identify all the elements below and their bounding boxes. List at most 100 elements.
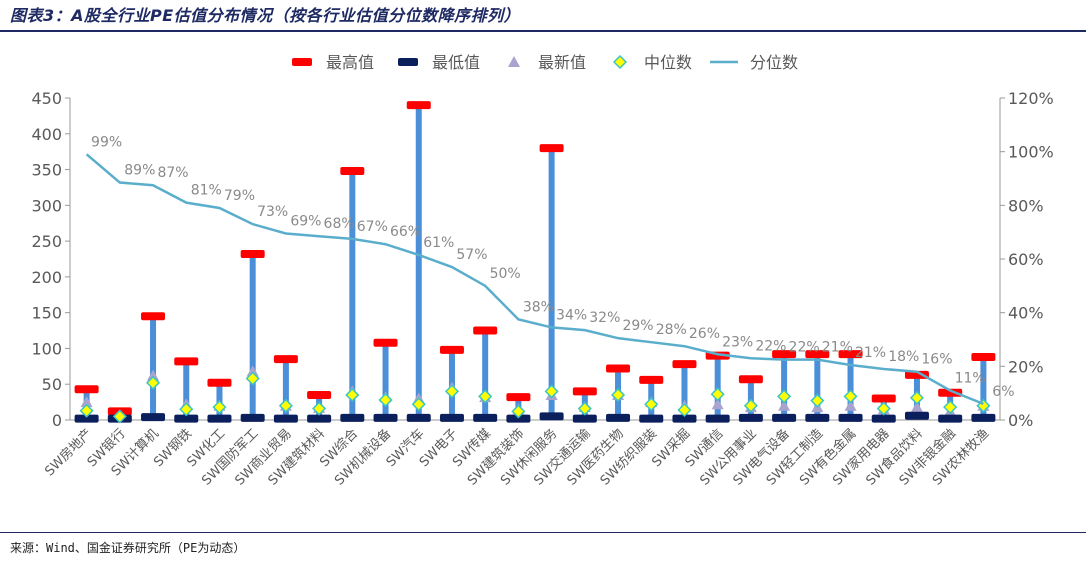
y-left-tick-label: 50 — [42, 375, 62, 394]
y-left-tick-label: 300 — [31, 196, 62, 215]
min-value-marker — [938, 414, 963, 423]
median-marker — [212, 400, 227, 415]
median-marker — [411, 397, 426, 412]
percentile-label: 28% — [656, 322, 687, 338]
y-left-tick-label: 250 — [31, 232, 62, 251]
max-value-marker — [506, 393, 531, 402]
min-value-marker — [340, 413, 365, 422]
min-value-marker — [738, 413, 763, 422]
max-value-marker — [672, 360, 697, 369]
percentile-label: 21% — [822, 340, 853, 356]
median-marker — [145, 375, 161, 390]
max-value-marker — [340, 166, 365, 175]
y-left-tick-label: 450 — [31, 89, 62, 108]
max-value-marker — [572, 387, 597, 396]
y-left-tick-label: 150 — [31, 304, 62, 323]
range-bar — [814, 354, 821, 418]
median-marker — [777, 389, 792, 404]
legend-label: 最新值 — [538, 53, 586, 72]
median-marker — [677, 402, 692, 418]
max-value-marker — [606, 364, 631, 373]
y-left-tick-label: 0 — [52, 411, 62, 430]
median-marker — [278, 398, 293, 413]
range-bar — [548, 148, 555, 417]
median-marker — [644, 397, 659, 412]
percentile-label: 61% — [423, 235, 454, 251]
min-value-marker — [904, 411, 929, 420]
max-value-marker — [373, 338, 398, 347]
max-value-marker — [904, 370, 929, 379]
max-value-marker — [639, 375, 664, 384]
max-value-marker — [406, 101, 431, 110]
y-left-tick-label: 200 — [31, 268, 62, 287]
percentile-label: 22% — [755, 338, 786, 354]
max-value-marker — [439, 345, 464, 354]
percentile-label: 11% — [955, 370, 986, 386]
median-marker — [245, 371, 260, 386]
legend-latest-swatch — [508, 56, 520, 67]
chart-legend: 最高值 最低值 最新值 中位数 分位数 — [292, 53, 798, 72]
min-value-marker — [406, 413, 431, 422]
min-value-marker — [473, 413, 498, 422]
median-marker — [577, 401, 592, 416]
y-right-tick-label: 60% — [1008, 250, 1044, 269]
min-value-marker — [606, 413, 631, 422]
legend-max-swatch — [292, 58, 312, 66]
y-left-tick-label: 400 — [31, 125, 62, 144]
percentile-line-group: 99%89% 87%81% 79%73%69% 68% 67% 66%61%57%50% 3… — [85, 134, 1015, 406]
median-marker — [710, 387, 725, 402]
percentile-label: 79% — [224, 188, 255, 204]
min-value-marker — [506, 414, 531, 423]
percentile-label: 68% — [324, 216, 355, 232]
min-value-marker — [805, 413, 830, 422]
percentile-label: 50% — [490, 266, 521, 282]
percentile-label: 67% — [357, 219, 388, 235]
min-value-marker — [705, 414, 730, 423]
legend-label: 最高值 — [326, 53, 374, 72]
percentile-label: 32% — [589, 310, 620, 326]
latest-value-marker — [246, 365, 259, 377]
max-value-marker — [307, 390, 332, 399]
range-bar — [150, 316, 157, 418]
max-value-marker — [871, 394, 896, 403]
median-marker — [843, 389, 858, 404]
y-left-tick-label: 350 — [31, 161, 62, 180]
percentile-label: 66% — [390, 224, 421, 240]
max-value-marker — [938, 388, 963, 397]
percentile-label: 22% — [789, 340, 820, 356]
max-value-marker — [273, 355, 298, 364]
max-value-marker — [473, 326, 498, 335]
percentile-label: 26% — [689, 326, 720, 342]
y-right-tick-label: 20% — [1008, 357, 1044, 376]
min-value-marker — [672, 414, 697, 423]
max-value-marker — [772, 350, 797, 359]
range-bar — [714, 355, 721, 419]
range-bar — [980, 357, 987, 418]
median-marker — [179, 402, 194, 417]
percentile-label: 6% — [992, 384, 1014, 400]
latest-value-marker — [80, 396, 93, 408]
range-bar — [382, 342, 389, 418]
median-marker — [943, 400, 958, 415]
min-value-marker — [307, 414, 332, 423]
source-note: 来源：Wind、国金证券研究所（PE为动态） — [10, 541, 246, 555]
range-bars — [83, 105, 987, 419]
min-value-marker — [207, 414, 232, 423]
footer-divider — [0, 532, 1086, 533]
min-value-marker — [572, 414, 597, 423]
percentile-line — [85, 153, 984, 406]
percentile-label: 29% — [622, 318, 653, 334]
range-bar — [482, 330, 489, 418]
y-left-tick-label: 100 — [31, 339, 62, 358]
median-marker — [112, 409, 127, 424]
range-bar — [847, 354, 854, 418]
latest-value-marker — [910, 401, 923, 413]
min-value-marker — [373, 413, 398, 422]
median-marker — [79, 403, 94, 418]
data-marks — [74, 101, 996, 424]
max-value-marker — [805, 350, 830, 359]
y-right-tick-label: 120% — [1008, 89, 1054, 108]
x-tick-label: SW房地产 — [42, 426, 96, 480]
latest-value-marker — [711, 398, 724, 410]
min-value-marker — [639, 414, 664, 423]
